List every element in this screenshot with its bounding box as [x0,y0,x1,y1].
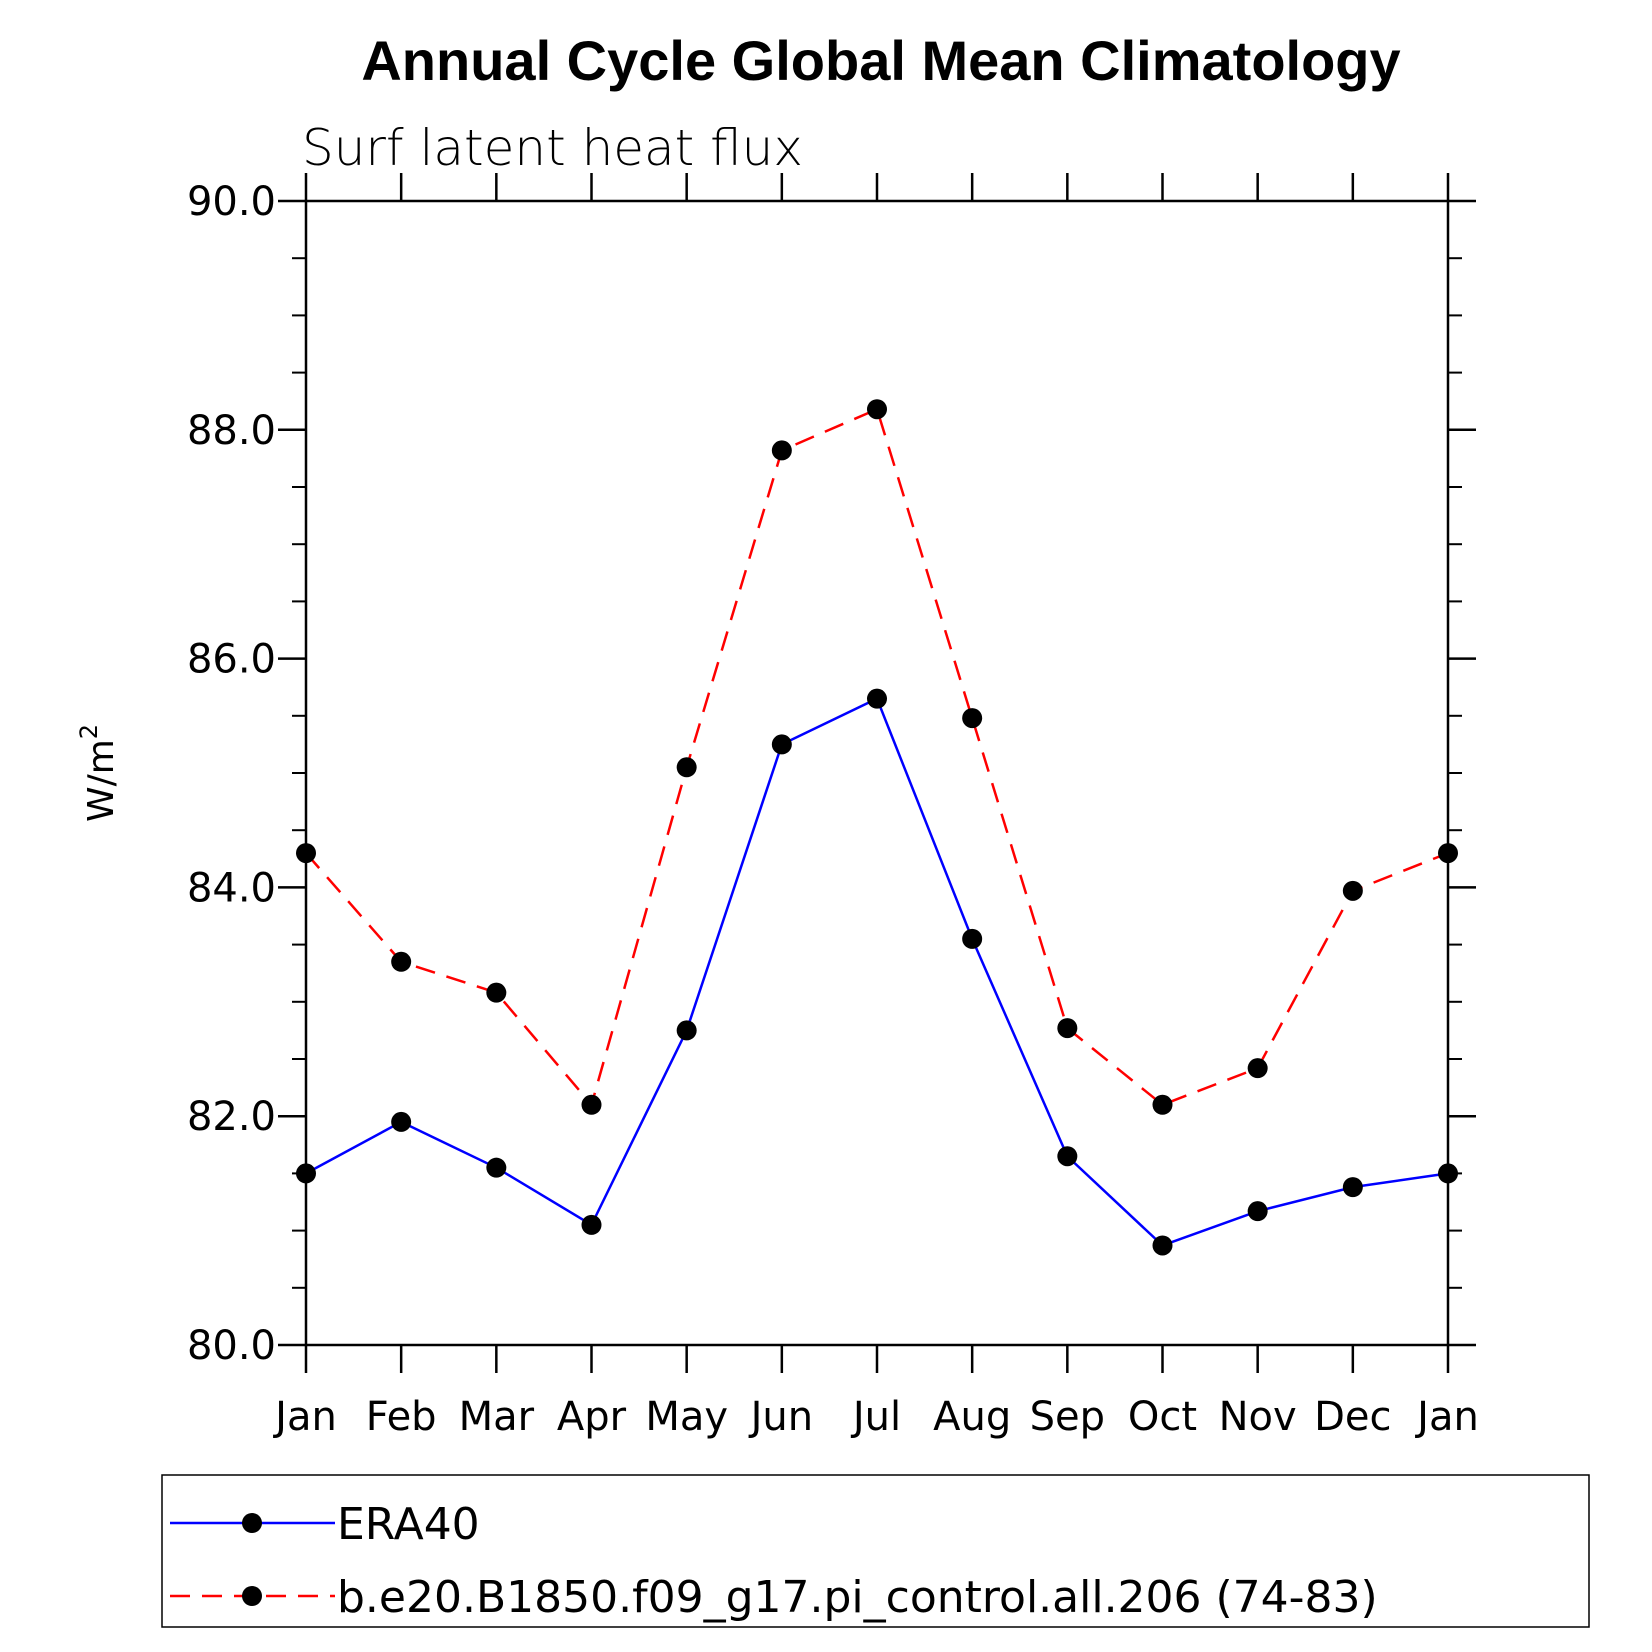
legend-label-1: ERA40 [337,1499,480,1550]
series-1-point [1057,1146,1078,1167]
series-2-point [867,399,887,420]
y-axis-label-superscript: 2 [75,724,103,739]
series-2-point [1057,1018,1078,1039]
series-1-point [296,1163,316,1184]
series-1-point [1152,1235,1173,1256]
y-tick-label: 80.0 [187,1323,276,1369]
x-tick-label: Feb [366,1394,437,1440]
x-tick-label: Dec [1314,1394,1391,1440]
y-tick-label: 82.0 [187,1094,276,1140]
series-2-point [486,982,507,1003]
legend-label-2: b.e20.B1850.f09_g17.pi_control.all.206 (… [337,1572,1378,1623]
series-2-point [1342,880,1363,901]
x-tick-label: Aug [933,1394,1011,1440]
series-1-point [581,1214,602,1235]
legend-marker-1 [242,1513,262,1533]
series-1-point [676,1020,697,1041]
series-2-point [771,440,792,461]
x-tick-label: Jul [850,1394,901,1440]
series-1-point [391,1111,412,1132]
legend: ERA40 b.e20.B1850.f09_g17.pi_control.all.… [161,1474,1590,1628]
series-1-point [962,928,983,949]
x-tick-label: Oct [1128,1394,1197,1440]
x-tick-label: Jan [1414,1394,1479,1440]
x-tick-label: Jan [272,1394,337,1440]
legend-box [161,1474,1590,1628]
series-2-point [676,757,697,778]
x-tick-label: Nov [1219,1394,1297,1440]
y-axis-label: W/m2 [75,724,122,822]
series-1-point [867,688,887,709]
series-line-2 [305,407,1449,1108]
series-2-point [296,843,316,864]
y-tick-label: 86.0 [187,637,276,683]
series-1-point [1342,1177,1363,1198]
y-axis-label-text: W/m [81,739,122,822]
series-1-point [1247,1201,1268,1222]
series-1-point [771,734,792,755]
series-1-point [486,1157,507,1178]
x-tick-label: May [645,1394,728,1440]
axes: Jan Feb Mar Apr May Jun Jul Aug Sep Oct Nov Dec Jan 8… [187,173,1479,1440]
series-line-1 [305,696,1449,1247]
series-2-point [1438,843,1458,864]
legend-marker-2 [242,1586,262,1606]
chart-title: Annual Cycle Global Mean Climatology [361,29,1400,92]
series-2-point [391,951,412,972]
x-tick-label: Mar [459,1394,535,1440]
series-2-point [1247,1058,1268,1079]
series-2-point [581,1094,602,1115]
x-tick-label: Apr [557,1394,627,1440]
series-layer [296,399,1458,1256]
x-tick-label: Jun [748,1394,814,1440]
plot-frame [304,199,1450,1347]
x-tick-label: Sep [1030,1394,1105,1440]
y-tick-label: 88.0 [187,408,276,454]
series-2-point [962,708,983,729]
series-2-point [1152,1094,1173,1115]
series-1-point [1438,1163,1458,1184]
y-tick-label: 90.0 [187,179,276,225]
chart-subtitle: Surf latent heat flux [302,119,803,177]
legend-items: ERA40 b.e20.B1850.f09_g17.pi_control.all.… [170,1499,1378,1623]
y-tick-label: 84.0 [187,865,276,911]
